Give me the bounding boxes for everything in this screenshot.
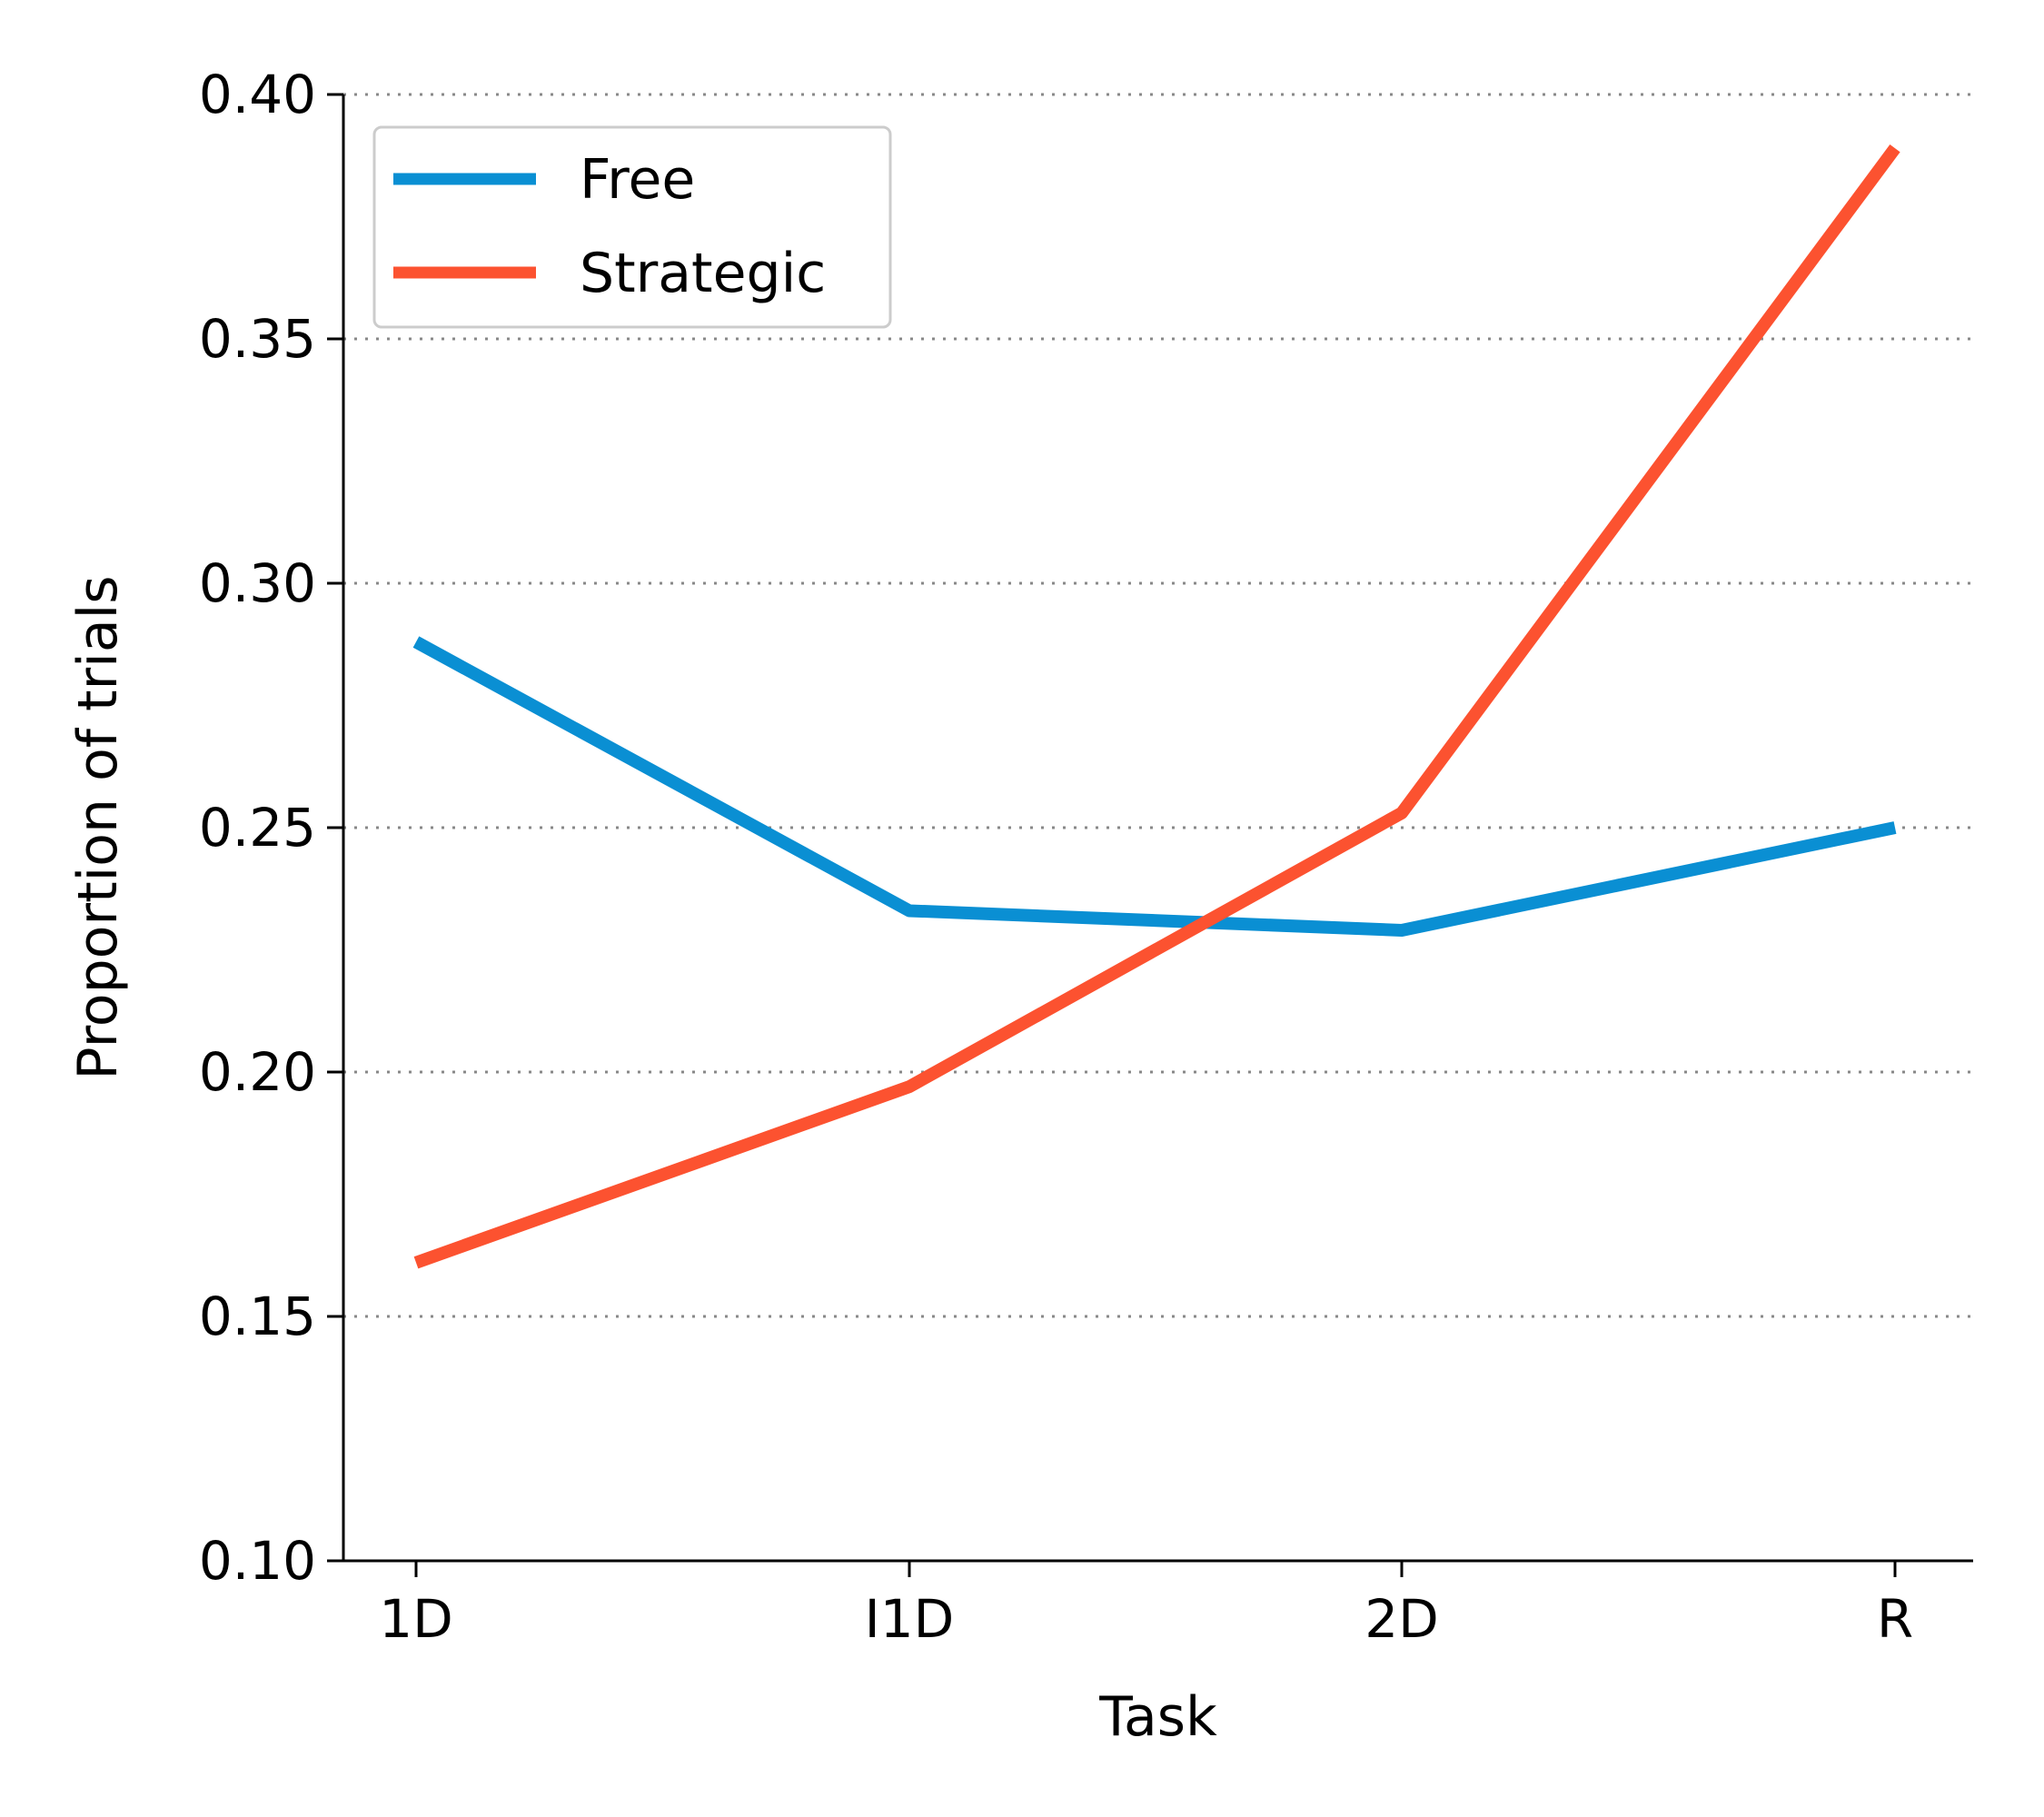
series-line-strategic [413,144,1900,1269]
y-tick-label: 0.30 [199,552,316,614]
legend: Free Strategic [372,125,892,329]
y-axis-label: Proportion of trials [66,575,130,1079]
x-axis-label: Task [1098,1685,1217,1749]
y-tick-label: 0.25 [199,797,316,859]
series-line-free [412,636,1897,937]
x-tick-label: 2D [1364,1588,1439,1650]
y-tick-label: 0.10 [199,1530,316,1592]
x-axis-ticks: 1D I1D 2D R [379,1561,1913,1650]
y-axis-ticks: 0.10 0.15 0.20 0.25 0.30 0.35 0.40 [199,64,343,1592]
legend-label-free: Free [580,148,695,212]
x-tick-label: 1D [379,1588,453,1650]
series-lines [412,144,1900,1269]
x-tick-label: R [1877,1588,1913,1650]
y-tick-label: 0.35 [199,308,316,370]
y-tick-label: 0.40 [199,64,316,125]
legend-label-strategic: Strategic [580,242,826,305]
x-tick-label: I1D [865,1588,955,1650]
y-tick-label: 0.20 [199,1041,316,1103]
y-tick-label: 0.15 [199,1286,316,1347]
